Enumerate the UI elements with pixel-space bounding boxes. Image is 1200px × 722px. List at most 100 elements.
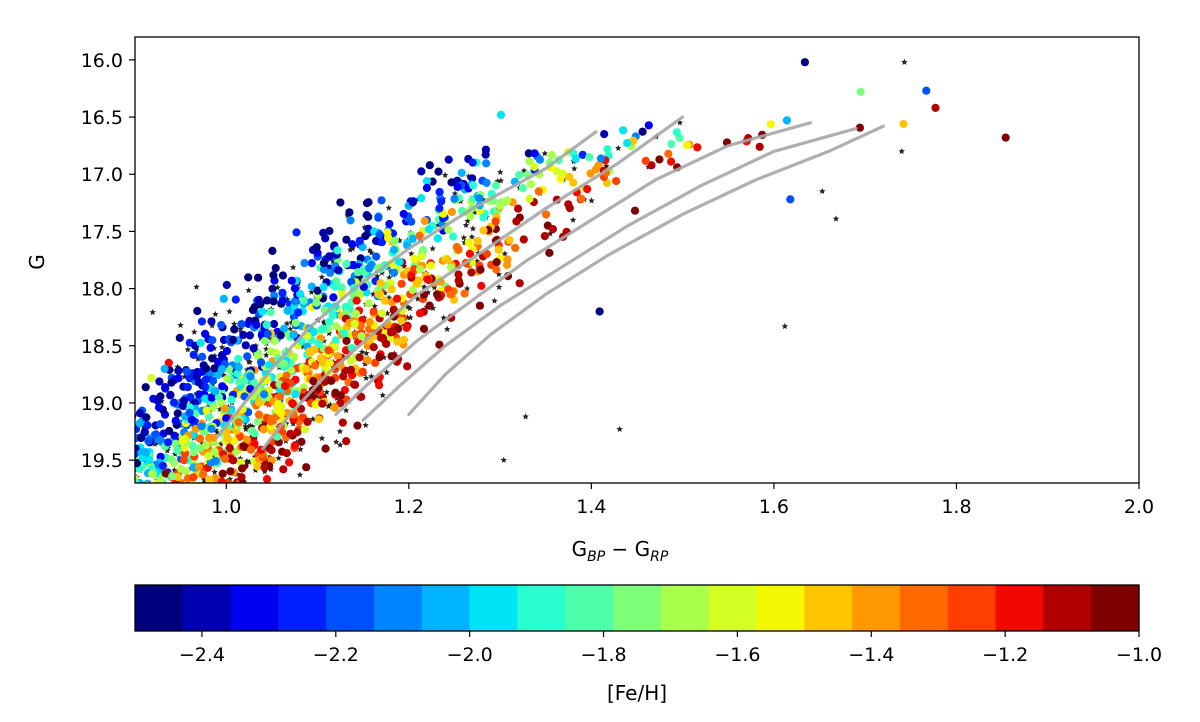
star-data-point <box>293 428 302 437</box>
star-data-point <box>269 297 278 306</box>
star-data-point <box>35 466 43 474</box>
star-data-point <box>399 209 408 219</box>
star-data-point <box>481 145 490 154</box>
star-data-point <box>183 383 192 392</box>
field-star-marker <box>184 346 192 353</box>
star-data-point <box>91 474 99 482</box>
star-data-point <box>217 320 226 330</box>
star-data-point <box>534 187 543 196</box>
star-data-point <box>386 278 395 287</box>
star-data-point <box>328 311 337 320</box>
star-data-point <box>375 230 384 239</box>
star-data-point <box>321 444 330 453</box>
star-data-point <box>309 377 318 386</box>
star-data-point <box>585 153 594 162</box>
star-data-point <box>96 481 104 489</box>
star-data-point <box>209 403 218 412</box>
field-star-marker <box>171 450 179 457</box>
star-data-point <box>238 479 247 483</box>
colorbar-segment <box>756 585 805 631</box>
field-star-marker <box>676 119 684 126</box>
field-star-marker <box>497 177 505 184</box>
field-star-marker <box>149 308 156 316</box>
field-star-marker <box>237 325 244 332</box>
star-data-point <box>434 167 443 176</box>
star-data-point <box>309 327 318 337</box>
x-tick-label: 1.2 <box>394 496 424 518</box>
star-data-point <box>518 184 528 193</box>
field-star-marker <box>262 351 270 358</box>
field-star-marker <box>468 233 476 240</box>
star-data-point <box>207 393 216 402</box>
star-data-point <box>104 481 112 489</box>
star-data-point <box>352 296 361 305</box>
star-data-point <box>249 344 258 353</box>
star-data-point <box>325 252 334 261</box>
star-data-point <box>221 484 229 492</box>
field-star-marker <box>68 480 74 486</box>
star-data-point <box>365 264 374 273</box>
field-star-marker <box>362 374 370 381</box>
star-data-point <box>408 285 417 295</box>
star-data-point <box>269 319 279 329</box>
star-data-point <box>475 194 484 203</box>
isochrone-curve <box>334 121 813 416</box>
star-data-point <box>447 207 456 217</box>
star-data-point <box>179 456 188 465</box>
star-data-point <box>387 352 396 361</box>
star-data-point <box>117 480 125 488</box>
star-data-point <box>206 458 215 467</box>
star-data-point <box>319 324 328 333</box>
star-data-point <box>530 149 539 158</box>
star-data-point <box>353 268 363 277</box>
star-data-point <box>378 309 387 318</box>
star-data-point <box>125 469 133 477</box>
star-data-point <box>290 284 299 293</box>
star-data-point <box>112 384 120 392</box>
star-data-point <box>423 275 432 284</box>
star-data-point <box>135 459 142 468</box>
star-data-point <box>603 145 612 154</box>
field-star-marker <box>819 187 826 195</box>
star-data-point <box>327 376 336 385</box>
star-data-point <box>246 445 256 454</box>
field-star-marker <box>275 454 282 462</box>
star-data-point <box>206 343 215 352</box>
field-star-marker <box>246 358 254 365</box>
star-data-point <box>237 320 246 329</box>
star-data-point <box>444 155 453 164</box>
star-data-point <box>233 369 242 378</box>
star-data-point <box>425 161 434 170</box>
star-data-point <box>101 477 109 485</box>
star-data-point <box>540 232 549 241</box>
star-data-point <box>260 336 269 346</box>
star-data-point <box>766 120 776 129</box>
star-data-point <box>69 466 77 474</box>
star-data-point <box>415 309 425 318</box>
star-data-point <box>266 308 275 317</box>
star-data-point <box>208 482 213 483</box>
star-data-point <box>515 170 524 179</box>
star-data-point <box>254 398 264 407</box>
star-data-point <box>395 257 404 266</box>
star-data-point <box>377 196 386 205</box>
star-data-point <box>410 265 419 274</box>
star-data-point <box>276 331 285 340</box>
field-star-marker <box>371 302 378 309</box>
plot-area <box>35 58 1010 492</box>
star-data-point <box>408 198 417 207</box>
star-data-point <box>300 259 309 268</box>
star-data-point <box>303 417 312 426</box>
star-data-point <box>693 143 702 152</box>
x-tick-label: 1.6 <box>759 496 789 518</box>
star-data-point <box>189 448 198 457</box>
star-data-point <box>201 329 210 338</box>
colorbar-segment <box>660 585 710 631</box>
star-data-point <box>268 284 277 293</box>
star-data-point <box>565 172 574 181</box>
star-data-point <box>583 185 592 194</box>
star-data-point <box>449 232 458 241</box>
star-data-point <box>240 376 249 385</box>
colorbar-tick-label: −2.0 <box>447 644 493 666</box>
star-data-point <box>542 210 551 219</box>
